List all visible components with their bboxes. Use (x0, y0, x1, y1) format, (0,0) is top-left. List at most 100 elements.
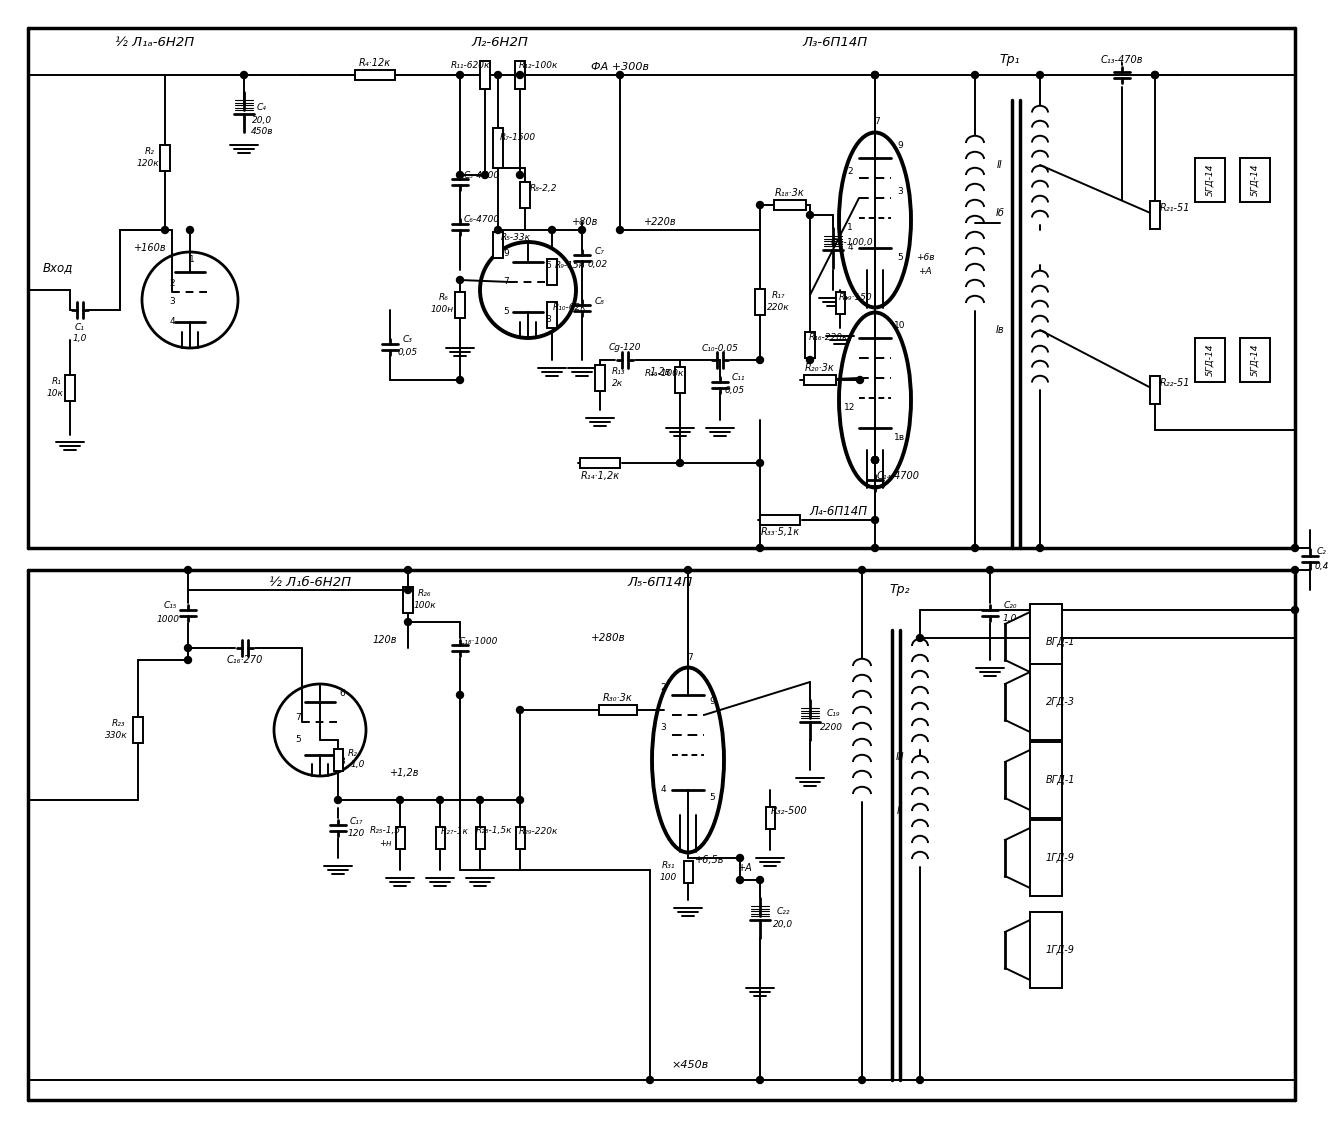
Circle shape (676, 459, 684, 466)
Circle shape (858, 1077, 865, 1084)
Circle shape (917, 634, 924, 641)
Text: 9: 9 (503, 249, 508, 258)
Ellipse shape (839, 312, 910, 487)
Text: Л₂-6Н2П: Л₂-6Н2П (471, 36, 528, 48)
Text: Л₃-6П14П: Л₃-6П14П (803, 36, 868, 48)
Text: 1в: 1в (894, 433, 905, 442)
Bar (455, 292, 465, 318)
Text: 0,4: 0,4 (1315, 562, 1330, 570)
Bar (1240, 158, 1270, 202)
Bar (599, 705, 638, 715)
Text: C₁₆·270: C₁₆·270 (226, 655, 264, 665)
Bar (475, 827, 484, 849)
Circle shape (1291, 545, 1299, 551)
Text: 0,05: 0,05 (725, 386, 745, 395)
Text: +6,5в: +6,5в (695, 855, 725, 865)
Text: ВГД-1: ВГД-1 (1045, 637, 1074, 647)
Text: R₂: R₂ (145, 147, 154, 156)
Bar (580, 458, 620, 468)
Text: R₂₂-51: R₂₂-51 (1159, 378, 1190, 389)
Bar (435, 827, 445, 849)
Text: R₂₉-220к: R₂₉-220к (518, 827, 558, 836)
Text: C₁₅: C₁₅ (164, 602, 177, 611)
Text: 1,0: 1,0 (73, 334, 88, 343)
Text: R₁₇: R₁₇ (771, 292, 785, 301)
Circle shape (986, 566, 993, 574)
Circle shape (334, 796, 342, 803)
Text: 5ГД-14: 5ГД-14 (1206, 164, 1214, 197)
Circle shape (872, 457, 878, 464)
Text: R₁₄·1,2к: R₁₄·1,2к (580, 471, 619, 481)
Circle shape (872, 517, 878, 523)
Text: R₁₈·3к: R₁₈·3к (775, 188, 805, 198)
Circle shape (274, 684, 366, 776)
Circle shape (807, 211, 813, 219)
Bar (520, 182, 530, 208)
Text: 5: 5 (503, 308, 508, 317)
Text: R₄·12к: R₄·12к (359, 58, 391, 69)
Bar (760, 515, 800, 524)
Text: 1,2в: 1,2в (650, 367, 671, 377)
Bar (65, 375, 75, 401)
Circle shape (516, 706, 523, 713)
Text: 0,02: 0,02 (588, 259, 608, 268)
Text: 5: 5 (295, 736, 301, 745)
Circle shape (647, 1077, 654, 1084)
Text: C₃: C₃ (403, 336, 413, 345)
Text: 8: 8 (339, 758, 345, 767)
Text: R₁₀-62к: R₁₀-62к (554, 303, 587, 312)
Circle shape (1151, 72, 1158, 79)
Text: +А: +А (918, 267, 932, 276)
Circle shape (872, 457, 878, 464)
Circle shape (756, 356, 764, 364)
Text: R₁₁-620к: R₁₁-620к (450, 61, 490, 70)
Text: I: I (898, 690, 901, 699)
Circle shape (482, 172, 488, 179)
Bar (595, 365, 606, 391)
Circle shape (457, 276, 463, 283)
Circle shape (807, 356, 813, 364)
Circle shape (858, 566, 865, 574)
Circle shape (756, 876, 764, 884)
Text: R₃₀·3к: R₃₀·3к (603, 693, 632, 703)
Circle shape (457, 692, 463, 699)
Text: 120: 120 (347, 830, 365, 839)
Text: R₃₁: R₃₁ (662, 861, 675, 870)
Circle shape (972, 545, 978, 551)
Circle shape (516, 796, 523, 803)
Text: ½ Л₁ₐ-6Н2П: ½ Л₁ₐ-6Н2П (116, 36, 194, 48)
Text: 6: 6 (546, 262, 551, 271)
Circle shape (457, 376, 463, 383)
Bar (480, 61, 490, 89)
Bar (1195, 338, 1225, 382)
Text: 3: 3 (897, 188, 902, 197)
Text: 1,0: 1,0 (1002, 614, 1017, 623)
Text: ВГД-1: ВГД-1 (1045, 775, 1074, 785)
Text: C₆-4700: C₆-4700 (465, 216, 500, 225)
Circle shape (616, 72, 623, 79)
Text: Л₄-6П14П: Л₄-6П14П (809, 504, 866, 518)
Circle shape (872, 72, 878, 79)
Circle shape (756, 1077, 764, 1084)
Circle shape (857, 376, 864, 383)
Text: 100н: 100н (430, 305, 454, 314)
Bar (804, 375, 836, 385)
Circle shape (756, 201, 764, 209)
Text: R₁₅-100к: R₁₅-100к (644, 368, 684, 377)
Text: 10: 10 (894, 321, 906, 330)
Text: C₁₇: C₁₇ (349, 816, 363, 825)
Bar (160, 145, 170, 171)
Circle shape (616, 227, 623, 234)
Bar (334, 749, 342, 772)
Circle shape (405, 619, 411, 626)
Text: R₂₃: R₂₃ (112, 719, 125, 728)
Bar (133, 716, 142, 743)
Circle shape (495, 227, 502, 234)
Text: 12: 12 (844, 403, 856, 412)
Text: ×450в: ×450в (671, 1060, 708, 1070)
Text: Вход: Вход (43, 262, 73, 274)
Text: C₄: C₄ (257, 103, 268, 112)
Text: II: II (997, 159, 1002, 170)
Text: R₂₅-1,5: R₂₅-1,5 (370, 827, 401, 836)
Text: 100к: 100к (414, 602, 437, 611)
